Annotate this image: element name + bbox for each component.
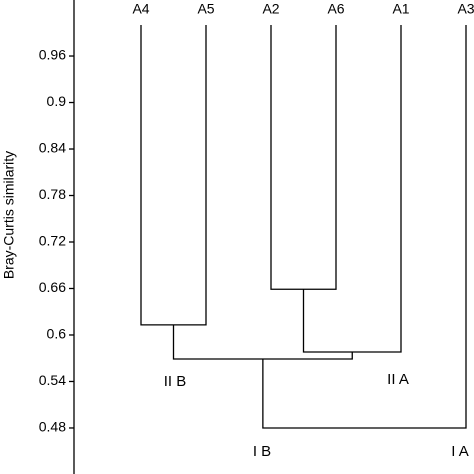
leaf-label: A2 <box>262 1 279 17</box>
leaf-label: A1 <box>392 1 409 17</box>
y-tick-label: 0.72 <box>39 233 66 249</box>
y-tick-label: 0.66 <box>39 279 66 295</box>
y-tick-label: 0.48 <box>39 419 66 435</box>
y-tick-label: 0.54 <box>39 372 66 388</box>
link <box>172 324 353 360</box>
leaf-label: A3 <box>457 1 474 17</box>
cluster-label: I A <box>451 443 469 460</box>
link <box>302 25 402 353</box>
link <box>270 25 337 290</box>
y-tick-label: 0.78 <box>39 186 66 202</box>
cluster-label: II B <box>164 373 187 390</box>
link <box>262 25 467 429</box>
y-tick-label: 0.96 <box>39 47 66 63</box>
leaf-label: A5 <box>197 1 214 17</box>
cluster-label: I B <box>253 443 271 460</box>
y-tick-label: 0.9 <box>47 93 67 109</box>
y-tick-label: 0.84 <box>39 140 66 156</box>
cluster-label: II A <box>387 371 409 388</box>
y-tick-label: 0.6 <box>47 326 67 342</box>
link <box>140 25 207 326</box>
y-axis-title: Bray-Curtis similarity <box>1 151 17 279</box>
leaf-label: A6 <box>327 1 344 17</box>
leaf-label: A4 <box>132 1 149 17</box>
